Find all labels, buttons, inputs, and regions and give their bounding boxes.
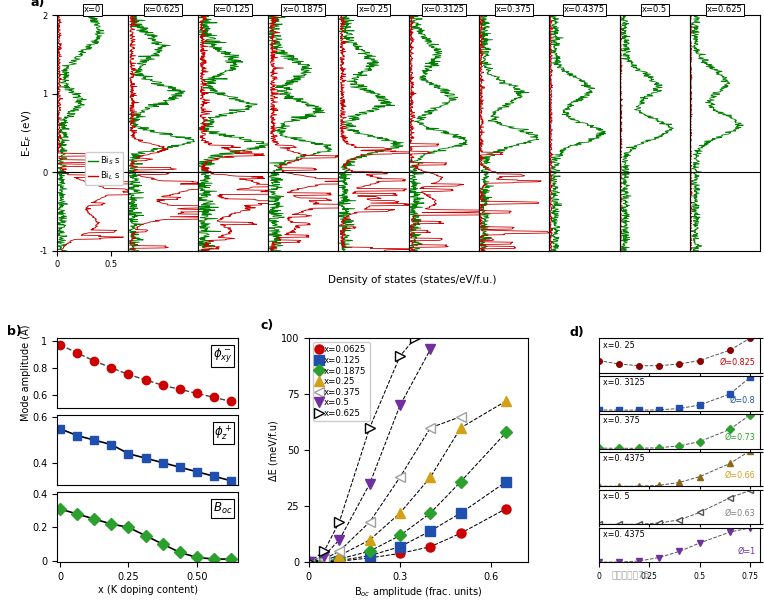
Y-axis label: ΔE (meV/f.u): ΔE (meV/f.u) [268,420,278,480]
Text: x=0. 5: x=0. 5 [604,492,630,502]
x=0.625 [410,334,419,342]
Title: x=0.375: x=0.375 [497,5,532,15]
x=0.1875 [502,429,511,436]
Title: x=0.1875: x=0.1875 [283,5,324,15]
x=0.0625 [319,558,329,565]
x=0.375 [304,559,313,566]
X-axis label: x (K doping content): x (K doping content) [98,585,198,595]
x=0.0625 [426,543,435,550]
Line: x=0.0625: x=0.0625 [304,504,511,567]
Line: x=0.375: x=0.375 [304,412,465,567]
x=0.25 [319,556,329,564]
x=0.125 [304,559,313,566]
x=0.1875 [319,558,329,565]
x=0.5 [335,536,344,544]
Text: Ø=0.63: Ø=0.63 [725,510,756,518]
x=0.25 [396,510,405,517]
Line: x=0.5: x=0.5 [304,345,435,567]
x=0.25 [365,536,374,544]
Text: x=0. 25: x=0. 25 [604,340,635,350]
Text: $\phi^+_z$: $\phi^+_z$ [214,424,232,443]
x=0.125 [335,557,344,564]
Text: d): d) [569,326,584,339]
x=0.375 [426,424,435,432]
Y-axis label: E-E$_F$ (eV): E-E$_F$ (eV) [20,109,34,157]
x=0.1875 [365,548,374,555]
x=0.125 [319,558,329,565]
x=0.375 [335,548,344,555]
x=0.625 [319,548,329,555]
Text: Ø=0.73: Ø=0.73 [724,434,756,442]
Legend: Bi$_S$ s, Bi$_L$ s: Bi$_S$ s, Bi$_L$ s [86,152,124,185]
Text: Ø=0.825: Ø=0.825 [720,358,756,367]
Line: x=0.25: x=0.25 [304,396,511,567]
Text: Ø=0.8: Ø=0.8 [730,395,756,404]
x=0.625 [335,519,344,526]
x=0.1875 [456,478,465,485]
x=0.5 [396,402,405,409]
Text: Ø=0.66: Ø=0.66 [725,471,756,480]
x=0.25 [335,552,344,559]
Title: x=0.125: x=0.125 [215,5,251,15]
x=0.125 [426,527,435,534]
x=0.25 [456,424,465,432]
Text: x=0. 4375: x=0. 4375 [604,530,645,539]
x=0.5 [365,480,374,488]
Y-axis label: Mode amplitude (Å): Mode amplitude (Å) [19,325,31,421]
x=0.625 [304,559,313,566]
x=0.375 [319,555,329,562]
Text: a): a) [31,0,45,9]
x=0.25 [426,474,435,481]
x=0.0625 [365,554,374,562]
x=0.375 [365,519,374,526]
x=0.1875 [335,555,344,562]
x=0.5 [426,346,435,353]
Title: x=0.4375: x=0.4375 [564,5,605,15]
x=0.125 [502,478,511,485]
x=0.125 [396,543,405,550]
x=0.375 [396,474,405,481]
x=0.0625 [502,505,511,512]
x=0.625 [365,424,374,432]
X-axis label: B$_{oc}$ amplitude (frac. units): B$_{oc}$ amplitude (frac. units) [354,585,482,599]
Text: c): c) [261,319,274,332]
Line: x=0.1875: x=0.1875 [304,428,511,567]
Text: 计算材料学75: 计算材料学75 [611,570,649,579]
Line: x=0.125: x=0.125 [304,477,511,567]
Text: Ø=1: Ø=1 [737,547,756,556]
Text: x=0. 4375: x=0. 4375 [604,454,645,463]
Text: Density of states (states/eV/f.u.): Density of states (states/eV/f.u.) [329,275,497,285]
Text: $B_{oc}$: $B_{oc}$ [213,501,232,516]
x=0.0625 [304,559,313,566]
x=0.625 [396,353,405,360]
Legend: x=0.0625, x=0.125, x=0.1875, x=0.25, x=0.375, x=0.5, x=0.625: x=0.0625, x=0.125, x=0.1875, x=0.25, x=0… [313,342,370,421]
Title: x=0.25: x=0.25 [358,5,389,15]
x=0.1875 [396,532,405,539]
x=0.375 [456,413,465,420]
Title: x=0.3125: x=0.3125 [423,5,465,15]
Title: x=0: x=0 [84,5,101,15]
Text: $\phi^-_{xy}$: $\phi^-_{xy}$ [213,347,232,365]
x=0.1875 [426,510,435,517]
x=0.0625 [335,558,344,565]
x=0.5 [304,559,313,566]
x=0.0625 [396,550,405,557]
Title: x=0.625: x=0.625 [145,5,180,15]
x=0.5 [319,552,329,559]
x=0.0625 [456,530,465,537]
x=0.1875 [304,559,313,566]
Line: x=0.625: x=0.625 [304,334,419,567]
x=0.25 [502,397,511,404]
Title: x=0.625: x=0.625 [707,5,743,15]
Text: b): b) [7,325,21,338]
Text: x=0. 3125: x=0. 3125 [604,378,645,387]
Title: x=0.5: x=0.5 [643,5,667,15]
x=0.25 [304,559,313,566]
Text: x=0. 375: x=0. 375 [604,416,640,426]
x=0.125 [365,552,374,559]
x=0.125 [456,510,465,517]
